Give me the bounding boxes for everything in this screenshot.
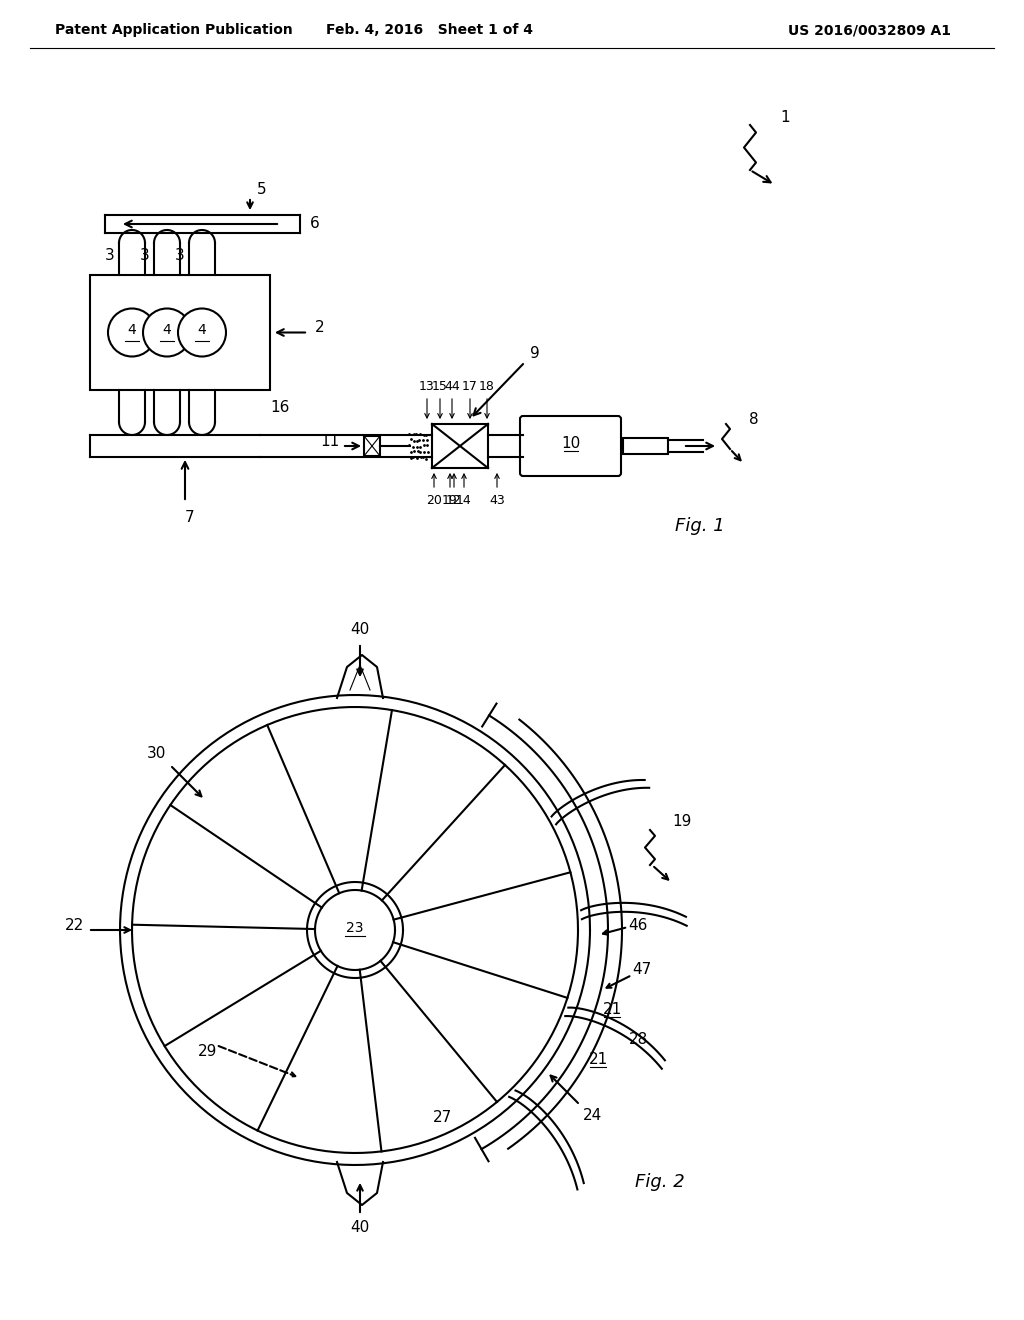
Text: 19: 19 (442, 494, 458, 507)
Text: 14: 14 (456, 494, 472, 507)
Text: 47: 47 (633, 962, 651, 978)
Bar (623, 438, 668, 454)
Text: 3: 3 (140, 248, 150, 263)
Text: 1: 1 (780, 110, 790, 124)
Text: 11: 11 (321, 433, 340, 449)
Text: 4: 4 (163, 322, 171, 337)
Text: 4: 4 (128, 322, 136, 337)
Text: Patent Application Publication: Patent Application Publication (55, 22, 293, 37)
Text: 2: 2 (315, 319, 325, 335)
Text: 9: 9 (530, 346, 540, 362)
Text: 19: 19 (673, 814, 691, 829)
Circle shape (143, 309, 191, 356)
Text: 3: 3 (175, 248, 185, 263)
Text: 27: 27 (433, 1110, 453, 1126)
Text: 8: 8 (750, 412, 759, 426)
Text: 40: 40 (350, 623, 370, 638)
Text: 16: 16 (270, 400, 290, 414)
Text: 44: 44 (444, 380, 460, 392)
Text: 46: 46 (629, 917, 648, 932)
Text: 10: 10 (561, 436, 581, 450)
Text: 17: 17 (462, 380, 478, 392)
Text: 43: 43 (489, 494, 505, 507)
Circle shape (108, 309, 156, 356)
Bar (90, 275, 270, 389)
Text: 13: 13 (419, 380, 435, 392)
Text: 40: 40 (350, 1221, 370, 1236)
Text: 12: 12 (446, 494, 462, 507)
Text: Fig. 1: Fig. 1 (675, 517, 725, 535)
Text: 6: 6 (310, 216, 319, 231)
Text: 30: 30 (147, 746, 167, 760)
Text: 18: 18 (479, 380, 495, 392)
Text: US 2016/0032809 A1: US 2016/0032809 A1 (788, 22, 951, 37)
Text: 21: 21 (602, 1002, 622, 1018)
Text: 7: 7 (185, 510, 195, 524)
Text: Feb. 4, 2016   Sheet 1 of 4: Feb. 4, 2016 Sheet 1 of 4 (327, 22, 534, 37)
Text: 20: 20 (426, 494, 442, 507)
Text: Fig. 2: Fig. 2 (635, 1173, 685, 1191)
Text: 4: 4 (198, 322, 207, 337)
FancyBboxPatch shape (520, 416, 621, 477)
Text: 23: 23 (346, 921, 364, 935)
Bar (364, 436, 380, 455)
Text: 28: 28 (629, 1032, 647, 1048)
Text: 29: 29 (199, 1044, 218, 1060)
Text: 15: 15 (432, 380, 447, 392)
Circle shape (178, 309, 226, 356)
Text: 5: 5 (257, 181, 267, 197)
Text: 21: 21 (589, 1052, 607, 1068)
Text: 24: 24 (583, 1107, 602, 1122)
Text: 22: 22 (66, 917, 85, 932)
Text: 3: 3 (105, 248, 115, 263)
